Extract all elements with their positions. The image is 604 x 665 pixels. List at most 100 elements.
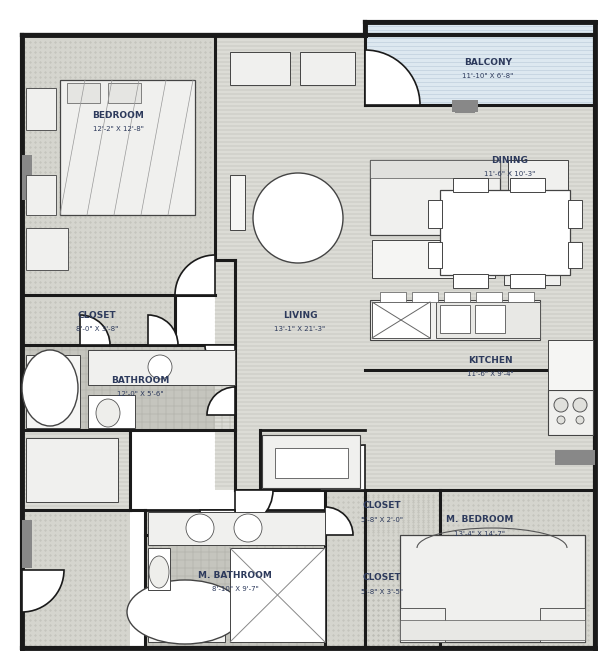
Bar [22,295,175,345]
Bar [440,190,570,275]
Bar [558,450,595,465]
Bar [372,240,495,278]
Circle shape [234,514,262,542]
Bar [148,590,225,642]
Bar [540,608,585,642]
Text: CLOSET: CLOSET [362,501,401,511]
Bar [436,302,540,338]
Wedge shape [148,315,178,345]
Text: CLOSET: CLOSET [362,573,401,583]
Text: 12'-0" X 5'-6": 12'-0" X 5'-6" [117,391,163,397]
Bar [22,510,130,648]
Circle shape [576,416,584,424]
Bar [453,178,488,192]
Text: BALCONY: BALCONY [464,57,512,66]
Text: M. BEDROOM: M. BEDROOM [446,515,513,525]
Wedge shape [205,345,235,375]
Wedge shape [365,50,420,105]
Bar [428,242,442,268]
Text: 5'-8" X 2'-0": 5'-8" X 2'-0" [361,517,403,523]
Text: 8'-10" X 9'-7": 8'-10" X 9'-7" [211,586,259,592]
Bar [555,450,595,465]
Bar [230,548,325,642]
Bar [548,390,593,435]
Bar [452,100,478,112]
Bar [568,200,582,228]
Bar [568,242,582,268]
Bar [453,274,488,288]
Text: M. BATHROOM: M. BATHROOM [198,571,272,579]
Bar [510,178,545,192]
Text: 11'-6" X 9'-4": 11'-6" X 9'-4" [467,371,513,377]
Text: 13'-4" X 14'-7": 13'-4" X 14'-7" [454,531,506,537]
Bar [380,292,406,302]
Bar [400,620,585,640]
Text: DINING: DINING [492,156,528,164]
Bar [26,355,80,428]
Circle shape [554,398,568,412]
Bar [370,160,500,235]
Bar [412,292,438,302]
Bar [370,300,540,340]
Wedge shape [235,490,273,528]
Bar [444,292,470,302]
Bar [145,510,325,648]
Bar [370,160,500,178]
Bar [26,228,68,270]
Bar [26,175,56,215]
Bar [504,243,560,285]
Text: 13'-1" X 21'-3": 13'-1" X 21'-3" [274,326,326,332]
Wedge shape [80,315,110,345]
Bar [275,448,348,478]
Text: 5'-8" X 3'-5": 5'-8" X 3'-5" [361,589,403,595]
Bar [22,158,32,200]
Bar [508,160,568,222]
Text: KITCHEN: KITCHEN [467,356,512,364]
Bar [22,430,130,510]
Bar [440,305,470,333]
Text: BATHROOM: BATHROOM [111,376,169,384]
Wedge shape [175,255,215,295]
Bar [22,35,215,295]
Circle shape [148,355,172,379]
Bar [510,274,545,288]
Bar [400,608,445,642]
Bar [508,292,534,302]
Bar [22,520,32,565]
Text: CLOSET: CLOSET [78,311,117,319]
Wedge shape [200,510,235,545]
Ellipse shape [96,399,120,427]
Text: 11'-6" X 10'-3": 11'-6" X 10'-3" [484,171,536,177]
Bar [22,522,32,568]
Bar [67,83,100,103]
Bar [88,395,135,428]
Circle shape [186,514,214,542]
Bar [26,88,56,130]
Bar [26,438,118,502]
Bar [22,155,32,200]
Bar [476,292,502,302]
Text: 8'-0" X 3'-8": 8'-0" X 3'-8" [76,326,118,332]
Bar [365,490,595,648]
Bar [365,22,595,105]
Circle shape [573,398,587,412]
Ellipse shape [149,556,169,588]
Bar [88,350,235,385]
Bar [22,345,235,430]
Wedge shape [22,570,64,612]
Text: 11'-10" X 6'-8": 11'-10" X 6'-8" [463,73,513,79]
Bar [325,535,440,648]
Ellipse shape [22,350,78,426]
Bar [548,340,593,390]
Wedge shape [320,445,365,490]
Circle shape [253,173,343,263]
Bar [400,535,585,642]
Bar [262,435,360,488]
Bar [428,200,442,228]
Bar [300,52,355,85]
Bar [475,305,505,333]
Bar [215,35,595,490]
Wedge shape [207,387,235,415]
Text: BEDROOM: BEDROOM [92,110,144,120]
Bar [230,52,290,85]
